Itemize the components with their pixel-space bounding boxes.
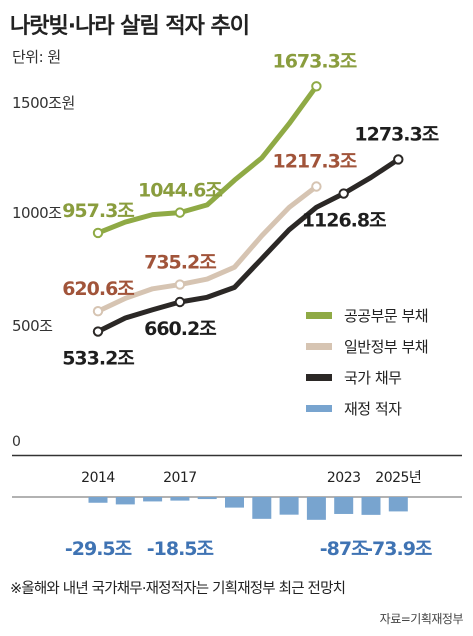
x-tick-label: 2014 <box>81 470 115 486</box>
legend-swatch-fiscal-deficit <box>306 404 332 412</box>
series-point-marker <box>174 296 186 308</box>
series-line <box>95 83 319 236</box>
series-point-marker <box>174 279 186 290</box>
series-line <box>95 156 401 335</box>
deficit-value-label: -87조 <box>320 538 368 560</box>
deficit-bar <box>143 497 163 502</box>
series-line <box>95 183 319 314</box>
deficit-bar <box>334 497 354 514</box>
series-value-label: 660.2조 <box>144 318 216 340</box>
deficit-bar <box>197 497 217 500</box>
deficit-bar <box>279 497 299 515</box>
deficit-bar <box>388 497 408 512</box>
chart-title: 나랏빚·나라 살림 적자 추이 <box>10 14 250 39</box>
series-value-label: 1673.3조 <box>272 50 356 72</box>
deficit-bar <box>361 497 381 515</box>
y-tick-label: 0 <box>12 434 20 450</box>
x-tick-label: 2023 <box>327 470 361 486</box>
y-tick-label: 1000조 <box>12 204 62 222</box>
source-credit: 자료=기획재정부 <box>379 612 464 626</box>
legend-label-national-debt: 국가 채무 <box>344 368 402 387</box>
series-value-label: 620.6조 <box>62 278 134 300</box>
series-point-marker <box>311 81 322 92</box>
legend-item-public-debt: 공공부문 부채 <box>306 306 429 325</box>
series-point-marker <box>92 326 104 337</box>
deficit-bar <box>306 497 326 520</box>
legend-item-fiscal-deficit: 재정 적자 <box>306 399 402 418</box>
x-tick-label: 2017 <box>163 470 197 486</box>
legend-label-general-gov-debt: 일반정부 부채 <box>344 337 429 356</box>
series-point-marker <box>92 306 104 317</box>
series-value-label: 1044.6조 <box>138 180 222 202</box>
series-value-label: 1126.8조 <box>302 210 386 232</box>
legend-label-public-debt: 공공부문 부채 <box>344 306 429 325</box>
series-point-marker <box>92 227 104 239</box>
footnote: ※올해와 내년 국가채무·재정적자는 기획재정부 최근 전망치 <box>10 581 346 597</box>
series-value-label: 1217.3조 <box>272 150 356 172</box>
legend-label-fiscal-deficit: 재정 적자 <box>344 399 402 418</box>
deficit-value-label: -18.5조 <box>147 538 214 560</box>
deficit-bar <box>115 497 135 505</box>
legend-item-national-debt: 국가 채무 <box>306 368 402 387</box>
legend-item-general-gov-debt: 일반정부 부채 <box>306 337 429 356</box>
series-point-marker <box>174 207 186 218</box>
unit-label: 단위: 원 <box>12 48 61 66</box>
series-value-label: 1273.3조 <box>354 123 438 145</box>
y-tick-label: 500조 <box>12 317 53 335</box>
series-point-marker <box>311 181 322 192</box>
deficit-bar <box>252 497 272 519</box>
series-value-label: 735.2조 <box>144 252 216 274</box>
legend-swatch-general-gov-debt <box>306 342 332 350</box>
x-tick-label: 2025년 <box>375 470 421 486</box>
legend-swatch-national-debt <box>306 373 332 381</box>
legend-swatch-public-debt <box>306 311 332 319</box>
deficit-bar <box>225 497 244 508</box>
deficit-bar <box>170 497 190 501</box>
deficit-bar <box>88 497 108 503</box>
deficit-value-label: -73.9조 <box>365 538 432 560</box>
series-point-marker <box>393 154 404 165</box>
y-tick-label: 1500조원 <box>12 94 75 112</box>
series-value-label: 957.3조 <box>62 200 134 222</box>
deficit-value-label: -29.5조 <box>65 538 132 560</box>
series-value-label: 533.2조 <box>62 348 134 370</box>
series-point-marker <box>338 188 349 199</box>
